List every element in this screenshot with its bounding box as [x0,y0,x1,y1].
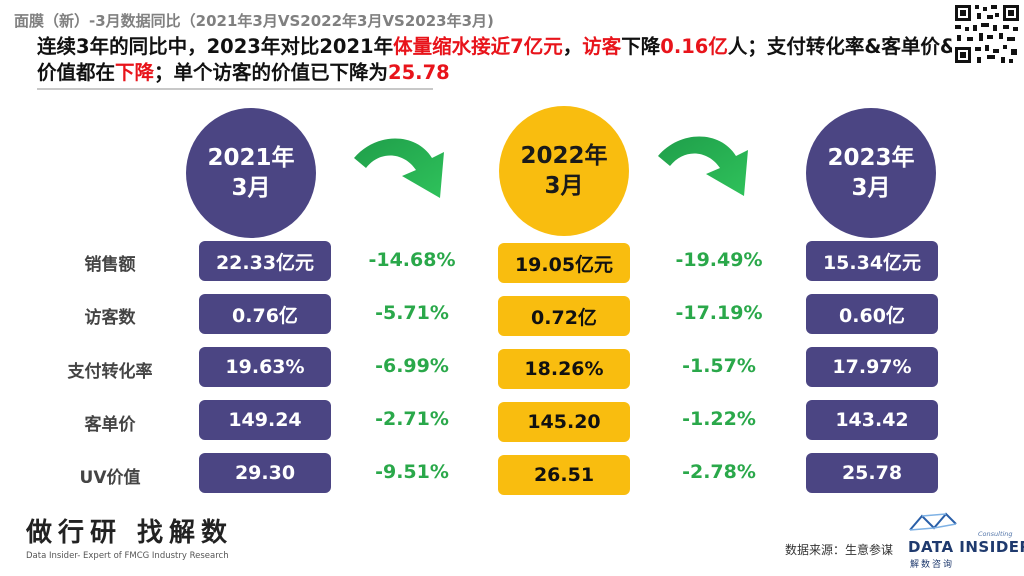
headline-part: 连续3年的同比中，2023年对比2021年 [37,35,394,58]
period-year: 2022年 [520,143,608,169]
value-2023-uv-value: 25.78 [806,453,938,493]
value-2023-sales: 15.34亿元 [806,241,938,281]
period-month: 3月 [851,175,891,201]
value-2021-uv-value: 29.30 [199,453,331,493]
row-label-conversion: 支付转化率 [67,362,153,382]
curved-arrow-icon [354,138,444,198]
brand-name: DATA INSIDER [908,538,1024,556]
period-circle-2021: 2021年 3月 [186,108,316,238]
page-subtitle: 面膜（新）-3月数据同比（2021年3月VS2022年3月VS2023年3月) [14,12,494,30]
row-label-sales: 销售额 [84,255,136,275]
headline-highlight: 体量缩水接近7亿元 [393,35,563,58]
brand-logo-icon [909,512,957,531]
headline-highlight: 0.16亿 [660,35,728,58]
headline-part: 人；支付转化率&客单价&UV价值都在 [37,35,988,84]
headline-highlight: 下降 [115,61,155,84]
value-2023-conversion: 17.97% [806,347,938,387]
value-2023-visitors: 0.60亿 [806,294,938,334]
value-2021-aov: 149.24 [199,400,331,440]
value-2021-conversion: 19.63% [199,347,331,387]
value-2022-conversion: 18.26% [498,349,630,389]
period-month: 3月 [544,173,584,199]
value-2022-sales: 19.05亿元 [498,243,630,283]
headline-part: ， [562,35,583,58]
change-21-22-uv-value: -9.51% [375,461,449,483]
period-circle-2022: 2022年 3月 [499,106,629,236]
headline: 连续3年的同比中，2023年对比2021年体量缩水接近7亿元，访客下降0.16亿… [37,34,992,86]
change-22-23-aov: -1.22% [682,408,756,430]
value-2021-visitors: 0.76亿 [199,294,331,334]
row-label-uv-value: UV价值 [79,468,141,488]
headline-underline [37,88,433,90]
value-2022-visitors: 0.72亿 [498,296,630,336]
headline-part: ；单个访客的价值已下降为 [154,61,389,84]
change-21-22-aov: -2.71% [375,408,449,430]
company-tagline: Data Insider- Expert of FMCG Industry Re… [26,551,229,561]
period-circle-2023: 2023年 3月 [806,108,936,238]
headline-part: 下降 [621,35,661,58]
change-22-23-visitors: -17.19% [675,302,763,324]
change-22-23-sales: -19.49% [675,249,763,271]
headline-highlight: 25.78 [388,61,450,84]
company-logo-text: 做行研 找解数 [26,518,234,548]
brand-subtext: Consulting [978,530,1013,538]
data-source: 数据来源：生意参谋 [785,543,894,557]
change-22-23-conversion: -1.57% [682,355,756,377]
period-month: 3月 [231,175,271,201]
value-2023-aov: 143.42 [806,400,938,440]
headline-highlight: 访客 [582,35,622,58]
change-21-22-conversion: -6.99% [375,355,449,377]
value-2022-uv-value: 26.51 [498,455,630,495]
period-year: 2021年 [207,145,295,171]
change-21-22-visitors: -5.71% [375,302,449,324]
value-2022-aov: 145.20 [498,402,630,442]
curved-arrow-icon [658,136,748,196]
qr-code-icon [952,2,1022,66]
change-21-22-sales: -14.68% [368,249,456,271]
row-label-aov: 客单价 [84,415,136,435]
period-year: 2023年 [827,145,915,171]
value-2021-sales: 22.33亿元 [199,241,331,281]
brand-name-cn: 解数咨询 [910,560,955,570]
change-22-23-uv-value: -2.78% [682,461,756,483]
row-label-visitors: 访客数 [84,308,136,328]
